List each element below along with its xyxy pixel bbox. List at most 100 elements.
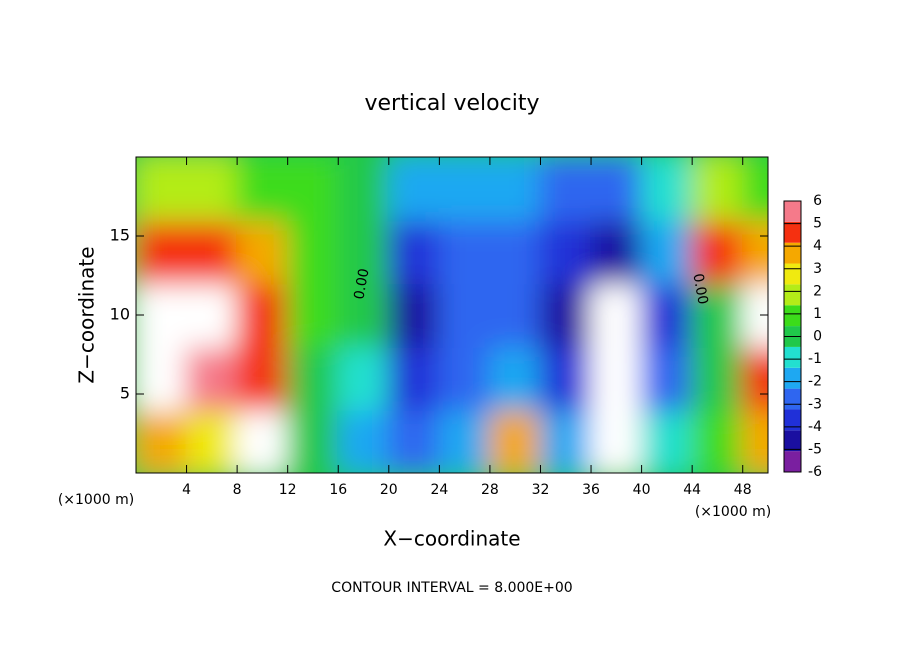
heat-cell <box>488 345 542 411</box>
x-tick-label: 24 <box>430 482 448 498</box>
colorbar-tick-label: 0 <box>813 329 822 345</box>
heat-cell <box>640 345 694 411</box>
heat-cell <box>438 345 491 411</box>
heat-cell <box>691 408 744 473</box>
heat-cell <box>286 345 340 411</box>
heat-cell <box>640 282 694 348</box>
field <box>136 157 768 473</box>
colorbar-tick-label: -2 <box>808 374 822 390</box>
colorbar-swatch <box>784 346 801 368</box>
heat-cell <box>539 157 593 222</box>
heat-cell <box>337 157 390 222</box>
heat-cell <box>590 219 643 285</box>
heat-cell <box>387 219 441 285</box>
x-tick-label: 36 <box>582 482 600 498</box>
colorbar-swatch <box>784 242 801 264</box>
heat-cell <box>136 282 188 348</box>
heat-cell <box>236 282 289 348</box>
x-tick-label: 8 <box>233 482 242 498</box>
heat-cell <box>539 219 593 285</box>
heat-cell <box>185 157 239 222</box>
x-tick-label: 20 <box>380 482 398 498</box>
x-tick-label: 44 <box>683 482 701 498</box>
colorbar-swatch <box>784 263 801 285</box>
heat-cell <box>590 282 643 348</box>
y-tick-label: 15 <box>110 226 130 245</box>
heat-cell <box>286 219 340 285</box>
heat-cell <box>741 408 768 473</box>
heat-cell <box>691 345 744 411</box>
heat-cell <box>185 345 239 411</box>
heat-cell <box>286 408 340 473</box>
heat-cell <box>387 157 441 222</box>
x-tick-label: 32 <box>532 482 550 498</box>
colorbar-tick-label: 6 <box>813 193 822 209</box>
heat-cell <box>185 282 239 348</box>
x-tick-label: 4 <box>182 482 191 498</box>
field-blur <box>136 157 768 473</box>
heat-cell <box>337 408 390 473</box>
y-tick-label: 10 <box>110 305 130 324</box>
heat-cell <box>387 282 441 348</box>
colorbar-swatch <box>784 388 801 410</box>
colorbar-tick-label: 2 <box>813 283 822 299</box>
x-tick-label: 48 <box>734 482 752 498</box>
colorbar-tick-label: -4 <box>808 419 822 435</box>
heat-cell <box>741 157 768 222</box>
heat-cell <box>185 408 239 473</box>
chart-title: vertical velocity <box>364 91 539 116</box>
x-tick-label: 12 <box>279 482 297 498</box>
contour-label: 0.00 <box>351 267 372 300</box>
heat-cell <box>236 219 289 285</box>
x-tick-label: 28 <box>481 482 499 498</box>
heat-cell <box>136 157 188 222</box>
heat-cell <box>236 408 289 473</box>
heat-cell <box>640 157 694 222</box>
colorbar-swatch <box>784 409 801 431</box>
x-axis-label: X−coordinate <box>383 527 520 551</box>
colorbar-tick-label: 1 <box>813 306 822 322</box>
heat-cell <box>539 282 593 348</box>
x-unit: (×1000 m) <box>695 504 771 520</box>
colorbar-swatch <box>784 305 801 327</box>
heat-cell <box>640 408 694 473</box>
heat-cell <box>488 408 542 473</box>
heat-cell <box>590 345 643 411</box>
heat-cell <box>438 282 491 348</box>
heat-cell <box>236 157 289 222</box>
heat-cell <box>136 219 188 285</box>
colorbar-tick-label: -6 <box>808 464 822 480</box>
heat-cell <box>438 408 491 473</box>
colorbar-swatch <box>784 367 801 389</box>
colorbar-swatch <box>784 221 801 243</box>
colorbar-swatch <box>784 430 801 452</box>
x-unit: (×1000 m) <box>58 492 134 508</box>
heat-cell <box>488 282 542 348</box>
colorbar-swatch <box>784 284 801 306</box>
heat-cell <box>539 408 593 473</box>
heat-cell <box>136 408 188 473</box>
heat-cell <box>691 282 744 348</box>
heat-cell <box>488 157 542 222</box>
heat-cell <box>488 219 542 285</box>
heat-cell <box>337 219 390 285</box>
heat-cell <box>539 345 593 411</box>
heat-cell <box>337 345 390 411</box>
colorbar-tick-label: -5 <box>808 441 822 457</box>
heat-cell <box>387 345 441 411</box>
x-tick-label: 16 <box>329 482 347 498</box>
heat-cell <box>136 345 188 411</box>
heat-cell <box>741 219 768 285</box>
colorbar-tick-label: 4 <box>813 238 822 254</box>
heat-cell <box>691 219 744 285</box>
heat-cell <box>236 345 289 411</box>
heat-cell <box>387 408 441 473</box>
x-tick-label: 40 <box>633 482 651 498</box>
colorbar-tick-label: -1 <box>808 351 822 367</box>
heat-cell <box>185 219 239 285</box>
heat-cell <box>590 408 643 473</box>
heat-cell <box>337 282 390 348</box>
colorbar-swatch <box>784 451 801 472</box>
heat-cell <box>286 157 340 222</box>
